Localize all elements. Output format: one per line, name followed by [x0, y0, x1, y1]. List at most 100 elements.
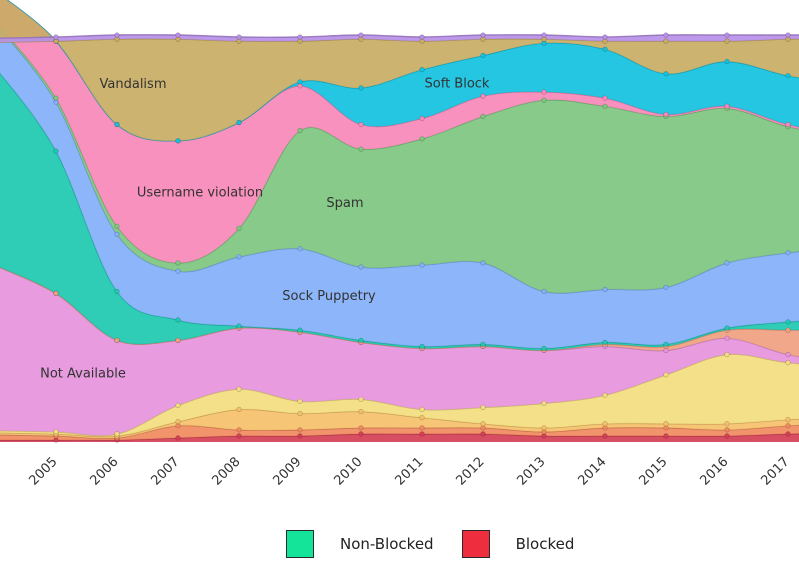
data-point[interactable]: [785, 32, 791, 38]
data-point[interactable]: [541, 89, 547, 95]
data-point[interactable]: [663, 433, 669, 439]
data-point[interactable]: [480, 52, 486, 59]
data-point[interactable]: [541, 288, 547, 295]
data-point[interactable]: [419, 431, 425, 437]
data-point[interactable]: [358, 408, 364, 415]
data-point[interactable]: [53, 148, 59, 154]
data-point[interactable]: [724, 427, 730, 433]
data-point[interactable]: [114, 337, 120, 343]
data-point[interactable]: [175, 317, 181, 323]
data-point[interactable]: [358, 121, 364, 128]
data-point[interactable]: [724, 58, 730, 65]
data-point[interactable]: [480, 32, 486, 38]
data-point[interactable]: [541, 425, 547, 431]
data-point[interactable]: [480, 421, 486, 427]
data-point[interactable]: [663, 341, 669, 347]
data-point[interactable]: [785, 423, 791, 429]
data-point[interactable]: [236, 406, 242, 413]
data-point[interactable]: [419, 406, 425, 413]
legend-item-non-blocked[interactable]: Non-Blocked: [286, 530, 434, 558]
data-point[interactable]: [358, 425, 364, 431]
data-point[interactable]: [480, 404, 486, 411]
data-point[interactable]: [724, 433, 730, 439]
data-point[interactable]: [663, 372, 669, 378]
data-point[interactable]: [53, 290, 59, 297]
data-point[interactable]: [53, 34, 59, 40]
data-point[interactable]: [541, 32, 547, 38]
data-point[interactable]: [53, 95, 59, 101]
data-point[interactable]: [602, 34, 608, 40]
data-point[interactable]: [297, 34, 303, 40]
data-point[interactable]: [602, 433, 608, 439]
data-point[interactable]: [175, 435, 181, 441]
data-point[interactable]: [663, 284, 669, 290]
data-point[interactable]: [724, 421, 730, 427]
data-point[interactable]: [541, 97, 547, 103]
data-point[interactable]: [114, 32, 120, 38]
data-point[interactable]: [236, 427, 242, 433]
data-point[interactable]: [175, 337, 181, 343]
data-point[interactable]: [175, 260, 181, 266]
data-point[interactable]: [785, 360, 791, 366]
data-point[interactable]: [419, 66, 425, 73]
data-point[interactable]: [358, 146, 364, 152]
data-point[interactable]: [114, 231, 120, 237]
data-point[interactable]: [175, 138, 181, 144]
data-point[interactable]: [358, 264, 364, 270]
data-point[interactable]: [602, 95, 608, 101]
data-point[interactable]: [419, 425, 425, 431]
data-point[interactable]: [724, 38, 730, 44]
data-point[interactable]: [785, 250, 791, 256]
data-point[interactable]: [724, 32, 730, 38]
data-point[interactable]: [358, 431, 364, 437]
data-point[interactable]: [785, 351, 791, 358]
data-point[interactable]: [663, 38, 669, 44]
data-point[interactable]: [724, 103, 730, 109]
data-point[interactable]: [785, 417, 791, 423]
data-point[interactable]: [297, 327, 303, 333]
data-point[interactable]: [297, 410, 303, 417]
data-point[interactable]: [480, 113, 486, 119]
data-point[interactable]: [236, 119, 242, 126]
data-point[interactable]: [114, 223, 120, 229]
data-point[interactable]: [297, 246, 303, 252]
data-point[interactable]: [419, 343, 425, 350]
data-point[interactable]: [297, 427, 303, 433]
data-point[interactable]: [297, 79, 303, 85]
data-point[interactable]: [297, 128, 303, 134]
data-point[interactable]: [297, 433, 303, 439]
data-point[interactable]: [602, 103, 608, 109]
data-point[interactable]: [602, 339, 608, 345]
data-point[interactable]: [358, 85, 364, 91]
data-point[interactable]: [785, 73, 791, 79]
data-point[interactable]: [175, 268, 181, 274]
data-point[interactable]: [663, 71, 669, 77]
data-point[interactable]: [724, 335, 730, 341]
data-point[interactable]: [419, 136, 425, 142]
data-point[interactable]: [236, 433, 242, 439]
data-point[interactable]: [419, 34, 425, 40]
data-point[interactable]: [236, 386, 242, 392]
data-point[interactable]: [541, 400, 547, 406]
data-point[interactable]: [358, 396, 364, 402]
data-point[interactable]: [785, 121, 791, 128]
data-point[interactable]: [724, 351, 730, 358]
data-point[interactable]: [419, 262, 425, 268]
legend-item-blocked[interactable]: Blocked: [461, 530, 574, 558]
data-point[interactable]: [236, 34, 242, 40]
data-point[interactable]: [175, 402, 181, 409]
data-point[interactable]: [53, 429, 59, 435]
data-point[interactable]: [724, 325, 730, 331]
data-point[interactable]: [114, 121, 120, 128]
data-point[interactable]: [358, 32, 364, 38]
data-point[interactable]: [358, 337, 364, 343]
data-point[interactable]: [236, 225, 242, 231]
data-point[interactable]: [602, 46, 608, 52]
data-point[interactable]: [480, 260, 486, 266]
data-point[interactable]: [785, 319, 791, 325]
data-point[interactable]: [663, 421, 669, 427]
data-point[interactable]: [236, 323, 242, 329]
data-point[interactable]: [663, 32, 669, 38]
data-point[interactable]: [602, 286, 608, 293]
data-point[interactable]: [114, 288, 120, 295]
